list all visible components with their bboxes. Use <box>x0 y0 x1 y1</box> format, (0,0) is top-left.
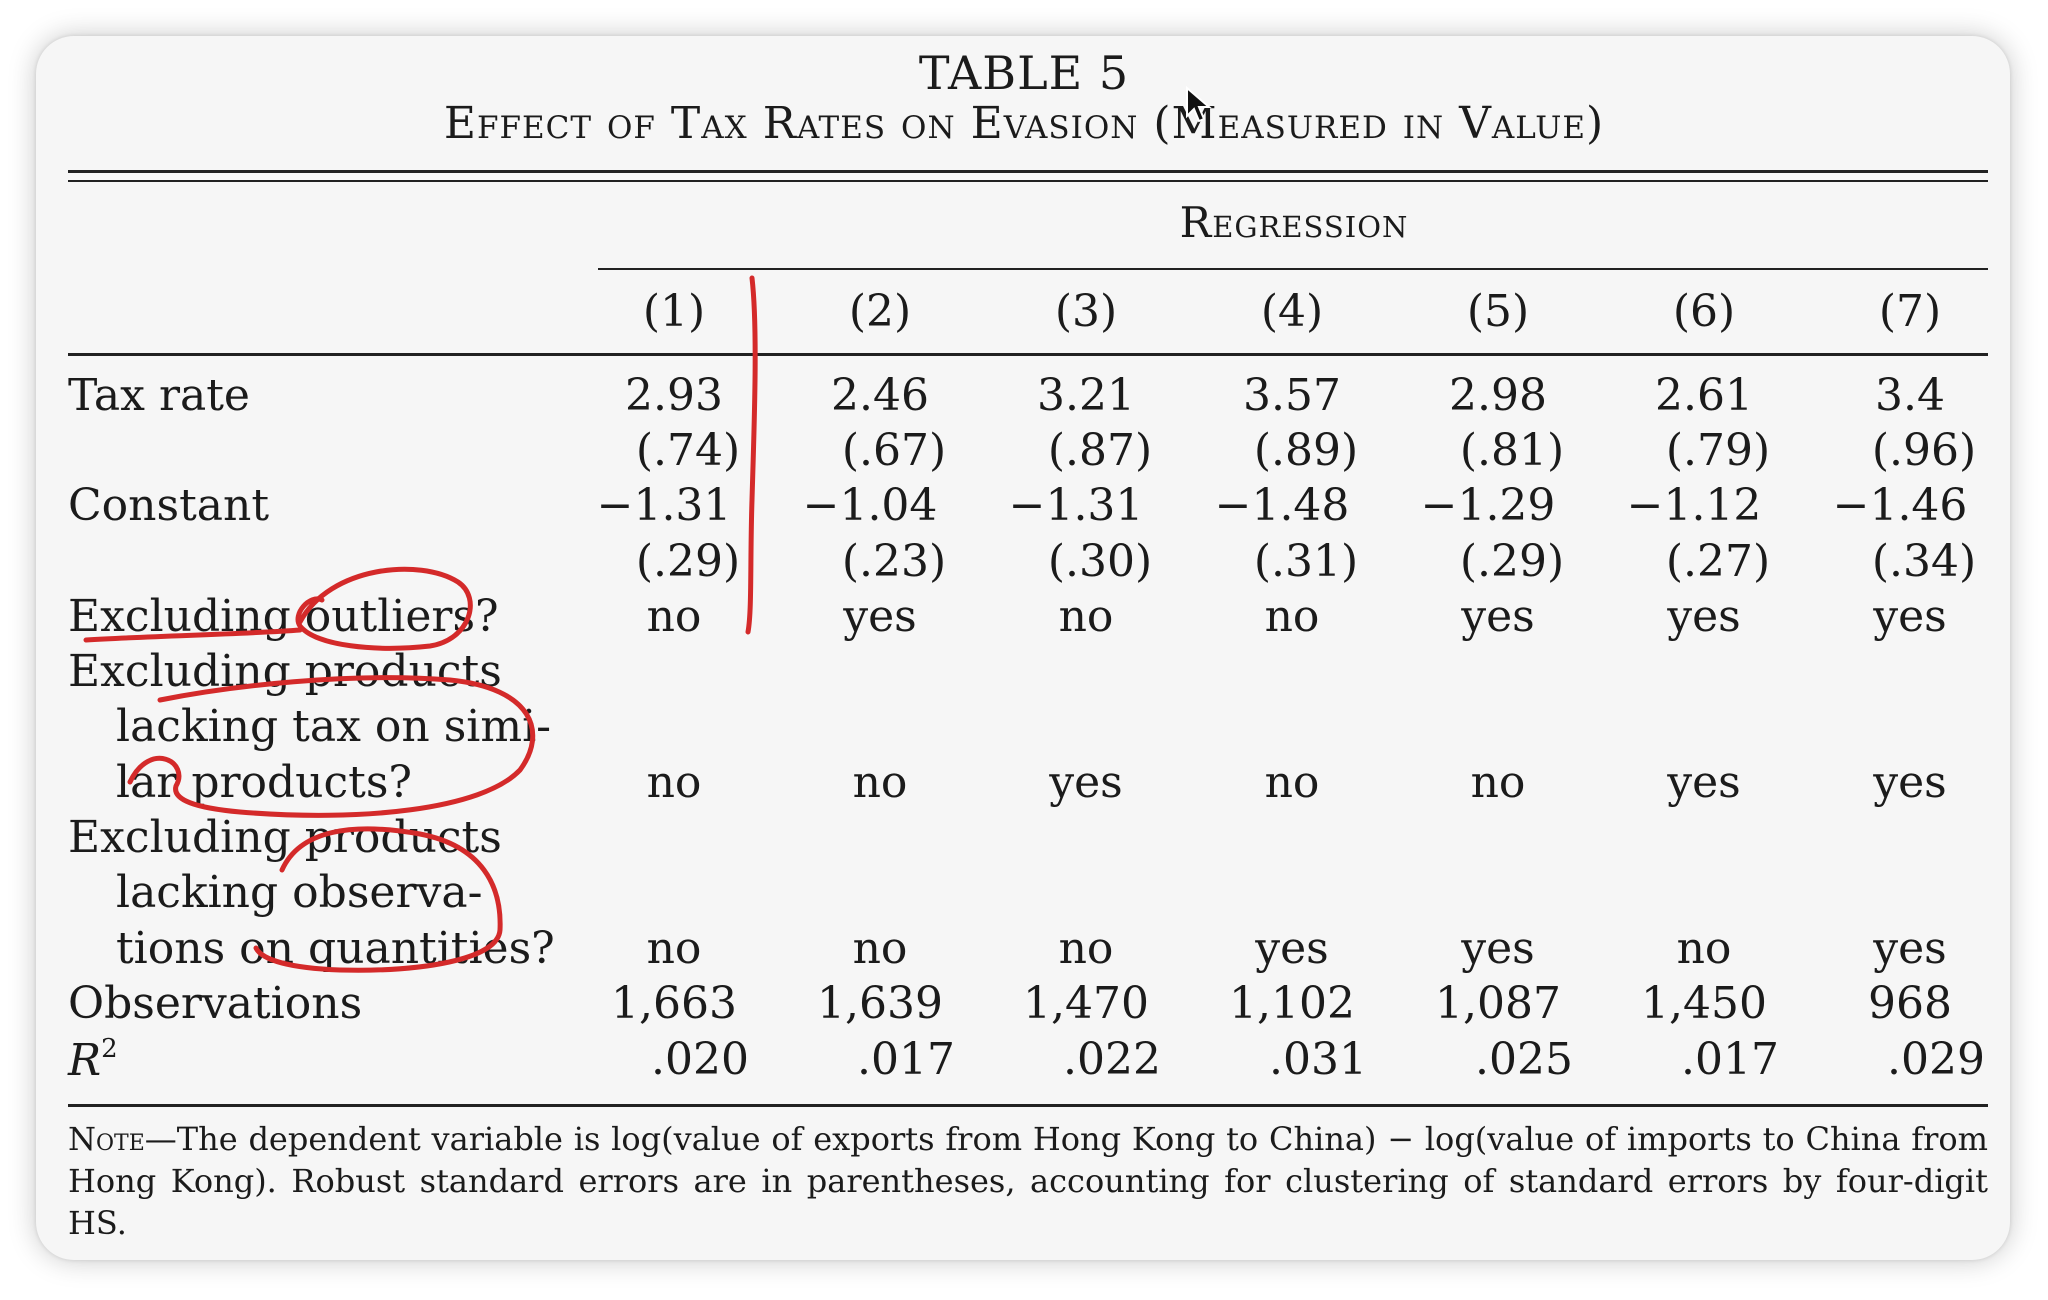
cell-constant-se: (.29) <box>1459 536 1565 587</box>
cell-excluding-products-tax: no <box>1470 757 1526 808</box>
r-squared-letter: R <box>68 1035 102 1086</box>
cell-r-squared: .017 <box>857 1034 955 1085</box>
cell-tax-rate-se: (.89) <box>1253 425 1359 476</box>
cell-tax-rate-se: (.67) <box>841 425 947 476</box>
cell-r-squared: .017 <box>1681 1034 1779 1085</box>
cell-constant-se: (.31) <box>1253 536 1359 587</box>
cell-tax-rate-coef: 2.93 <box>625 370 723 421</box>
cell-r-squared: .025 <box>1475 1034 1573 1085</box>
note-lead: Note <box>68 1120 145 1158</box>
cell-constant-se: (.23) <box>841 536 947 587</box>
table-title: Effect of Tax Rates on Evasion (Measured… <box>443 98 1605 149</box>
column-header: (2) <box>848 286 912 337</box>
cell-tax-rate-se: (.79) <box>1665 425 1771 476</box>
cell-constant-coef: −1.12 <box>1626 480 1762 531</box>
cell-excluding-products-obs: yes <box>1255 923 1329 974</box>
regression-spanner: Regression <box>1179 198 1409 247</box>
cell-constant-se: (.29) <box>635 536 741 587</box>
cell-tax-rate-coef: 3.4 <box>1875 370 1945 421</box>
cell-excluding-products-obs: no <box>1676 923 1732 974</box>
column-header: (4) <box>1260 286 1324 337</box>
cell-excluding-outliers: yes <box>1873 591 1947 642</box>
cell-tax-rate-coef: 2.61 <box>1655 370 1753 421</box>
row-label-tax-rate: Tax rate <box>68 370 250 421</box>
cell-excluding-outliers: no <box>1058 591 1114 642</box>
row-label-excluding-products-obs-2: lacking observa- <box>116 867 483 918</box>
note-text: —The dependent variable is log(value of … <box>68 1120 1988 1242</box>
row-label-excluding-products-tax-3: lar products? <box>116 757 413 808</box>
row-label-r-squared: R2 <box>68 1034 118 1086</box>
column-header: (7) <box>1878 286 1942 337</box>
cell-excluding-products-tax: no <box>852 757 908 808</box>
row-label-constant: Constant <box>68 480 270 531</box>
cell-excluding-products-tax: no <box>646 757 702 808</box>
cell-r-squared: .031 <box>1269 1034 1367 1085</box>
cell-excluding-products-tax: no <box>1264 757 1320 808</box>
cell-excluding-products-tax: yes <box>1049 757 1123 808</box>
top-rule <box>68 170 1988 173</box>
cell-tax-rate-coef: 3.57 <box>1243 370 1341 421</box>
row-label-excluding-products-obs-1: Excluding products <box>68 812 502 863</box>
cell-constant-coef: −1.04 <box>802 480 938 531</box>
cell-observations: 1,639 <box>817 978 943 1029</box>
row-label-excluding-outliers: Excluding outliers? <box>68 591 499 642</box>
cell-excluding-products-obs: no <box>1058 923 1114 974</box>
cell-r-squared: .022 <box>1063 1034 1161 1085</box>
cell-excluding-outliers: yes <box>1667 591 1741 642</box>
cell-tax-rate-coef: 2.46 <box>831 370 929 421</box>
cell-constant-coef: −1.29 <box>1420 480 1556 531</box>
column-header: (3) <box>1054 286 1118 337</box>
cell-observations: 1,102 <box>1229 978 1355 1029</box>
cell-r-squared: .029 <box>1887 1034 1985 1085</box>
bottom-rule <box>68 1104 1988 1107</box>
cell-excluding-products-obs: yes <box>1461 923 1535 974</box>
column-header: (6) <box>1672 286 1736 337</box>
cell-r-squared: .020 <box>651 1034 749 1085</box>
cell-excluding-products-obs: yes <box>1873 923 1947 974</box>
cell-constant-coef: −1.31 <box>1008 480 1144 531</box>
cell-constant-se: (.27) <box>1665 536 1771 587</box>
cell-observations: 1,470 <box>1023 978 1149 1029</box>
cell-observations: 1,450 <box>1641 978 1767 1029</box>
cell-excluding-outliers: yes <box>843 591 917 642</box>
cell-constant-coef: −1.31 <box>596 480 732 531</box>
cell-constant-se: (.34) <box>1871 536 1977 587</box>
cell-constant-coef: −1.46 <box>1832 480 1968 531</box>
cell-excluding-outliers: no <box>1264 591 1320 642</box>
row-label-excluding-products-tax-1: Excluding products <box>68 646 502 697</box>
cell-tax-rate-se: (.74) <box>635 425 741 476</box>
cell-tax-rate-coef: 3.21 <box>1037 370 1135 421</box>
cell-excluding-products-obs: no <box>852 923 908 974</box>
row-label-excluding-products-tax-2: lacking tax on simi- <box>116 701 552 752</box>
cell-observations: 1,663 <box>611 978 737 1029</box>
cell-tax-rate-se: (.87) <box>1047 425 1153 476</box>
cell-excluding-products-tax: yes <box>1667 757 1741 808</box>
spanner-rule <box>598 268 1988 270</box>
cell-excluding-outliers: yes <box>1461 591 1535 642</box>
cell-excluding-outliers: no <box>646 591 702 642</box>
table-caption: TABLE 5 <box>918 46 1130 100</box>
header-rule <box>68 353 1988 356</box>
cell-excluding-products-obs: no <box>646 923 702 974</box>
top-rule-2 <box>68 180 1988 182</box>
cell-constant-se: (.30) <box>1047 536 1153 587</box>
table-note: Note—The dependent variable is log(value… <box>68 1118 1988 1244</box>
r-squared-superscript: 2 <box>101 1034 118 1064</box>
column-header: (1) <box>642 286 706 337</box>
cell-excluding-products-tax: yes <box>1873 757 1947 808</box>
cell-tax-rate-se: (.81) <box>1459 425 1565 476</box>
row-label-excluding-products-obs-3: tions on quantities? <box>116 923 555 974</box>
row-label-observations: Observations <box>68 978 363 1029</box>
cell-constant-coef: −1.48 <box>1214 480 1350 531</box>
cell-tax-rate-coef: 2.98 <box>1449 370 1547 421</box>
cell-observations: 968 <box>1868 978 1952 1029</box>
cell-tax-rate-se: (.96) <box>1871 425 1977 476</box>
column-header: (5) <box>1466 286 1530 337</box>
cell-observations: 1,087 <box>1435 978 1561 1029</box>
